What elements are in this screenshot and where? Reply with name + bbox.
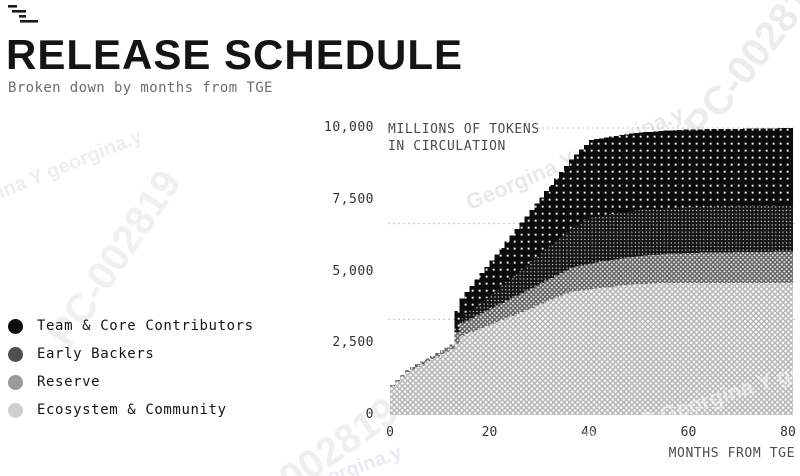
y-axis-title: MILLIONS OF TOKENS IN CIRCULATION xyxy=(388,121,540,155)
legend-swatch-icon xyxy=(8,402,23,418)
legend-item: Early Backers xyxy=(8,340,254,368)
legend-swatch-icon xyxy=(8,346,23,362)
x-axis-title: MONTHS FROM TGE xyxy=(668,446,795,461)
legend-swatch-icon xyxy=(8,318,23,334)
legend-item: Reserve xyxy=(8,368,254,396)
legend-item-label: Early Backers xyxy=(37,346,155,362)
area-band-early-backers xyxy=(390,205,793,385)
legend-item: Ecosystem & Community xyxy=(8,396,254,424)
legend-item-label: Reserve xyxy=(37,374,101,390)
x-tick-label: 60 xyxy=(680,425,697,440)
dash-lines-logo xyxy=(8,5,38,23)
y-tick-label: 2,500 xyxy=(332,335,374,351)
area-band-ecosystem-community xyxy=(390,282,793,415)
y-tick-label: 5,000 xyxy=(332,263,374,279)
y-tick-label: 10,000 xyxy=(324,120,374,135)
area-band-team-core-contributors xyxy=(390,128,793,385)
legend-item-label: Team & Core Contributors xyxy=(37,318,254,334)
x-tick-label: 0 xyxy=(386,425,394,440)
x-tick-label: 80 xyxy=(780,425,796,440)
legend-swatch-icon xyxy=(8,374,23,390)
area-band-reserve xyxy=(390,251,793,387)
x-tick-label: 40 xyxy=(581,425,597,440)
y-tick-label: 7,500 xyxy=(332,191,374,207)
y-tick-label: 0 xyxy=(365,407,374,422)
legend-item-label: Ecosystem & Community xyxy=(37,402,227,418)
x-tick-label: 20 xyxy=(481,425,498,440)
page-title: RELEASE SCHEDULE xyxy=(6,31,464,78)
page-subtitle: Broken down by months from TGE xyxy=(8,80,273,96)
legend-item: Team & Core Contributors xyxy=(8,312,254,340)
y-axis-title-line1: MILLIONS OF TOKENS xyxy=(388,122,540,137)
chart-legend: Team & Core Contributors Early Backers Res… xyxy=(8,312,254,424)
y-axis-title-line2: IN CIRCULATION xyxy=(388,139,506,154)
